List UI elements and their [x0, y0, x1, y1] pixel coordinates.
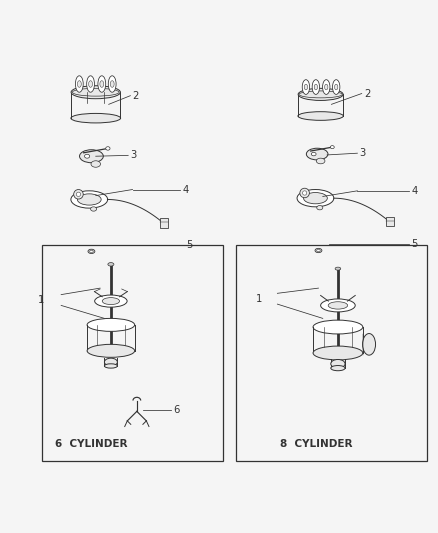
Ellipse shape	[312, 80, 320, 94]
Text: 6  CYLINDER: 6 CYLINDER	[55, 439, 127, 449]
Ellipse shape	[78, 194, 101, 205]
Ellipse shape	[325, 84, 328, 90]
Ellipse shape	[75, 76, 83, 92]
Ellipse shape	[71, 191, 108, 208]
Text: 6: 6	[173, 405, 180, 415]
Ellipse shape	[95, 295, 127, 307]
Ellipse shape	[104, 358, 117, 366]
Ellipse shape	[91, 161, 100, 167]
Ellipse shape	[104, 364, 117, 368]
Text: 1: 1	[38, 295, 44, 305]
Ellipse shape	[304, 192, 327, 204]
Ellipse shape	[316, 158, 325, 164]
Ellipse shape	[87, 344, 134, 357]
Ellipse shape	[74, 190, 83, 199]
Ellipse shape	[314, 84, 318, 90]
Ellipse shape	[78, 80, 81, 87]
Text: 3: 3	[360, 148, 366, 158]
Ellipse shape	[317, 206, 323, 210]
Ellipse shape	[313, 346, 363, 360]
Ellipse shape	[311, 152, 316, 156]
Ellipse shape	[303, 191, 307, 195]
Ellipse shape	[90, 251, 93, 253]
Ellipse shape	[306, 148, 328, 160]
Ellipse shape	[297, 190, 334, 207]
Ellipse shape	[315, 248, 322, 253]
Ellipse shape	[106, 147, 110, 150]
Ellipse shape	[332, 80, 340, 94]
Ellipse shape	[102, 297, 120, 304]
Ellipse shape	[331, 359, 345, 368]
Ellipse shape	[98, 76, 106, 92]
Ellipse shape	[317, 249, 320, 252]
Text: 4: 4	[411, 186, 418, 196]
Ellipse shape	[85, 154, 90, 158]
Ellipse shape	[108, 76, 116, 92]
Ellipse shape	[321, 299, 355, 312]
Ellipse shape	[87, 76, 95, 92]
Ellipse shape	[110, 80, 114, 87]
Bar	[236, 245, 427, 461]
Ellipse shape	[331, 366, 345, 371]
Ellipse shape	[108, 263, 114, 266]
Ellipse shape	[71, 114, 120, 123]
Ellipse shape	[87, 318, 134, 332]
Ellipse shape	[298, 88, 343, 100]
Ellipse shape	[100, 80, 104, 87]
Ellipse shape	[300, 188, 309, 198]
Ellipse shape	[76, 192, 81, 197]
Ellipse shape	[80, 150, 103, 163]
Text: 8  CYLINDER: 8 CYLINDER	[279, 439, 352, 449]
Bar	[386, 217, 394, 227]
Text: 1: 1	[256, 294, 262, 304]
Ellipse shape	[304, 84, 307, 90]
Ellipse shape	[298, 112, 343, 120]
Text: 2: 2	[364, 88, 370, 99]
Ellipse shape	[335, 267, 341, 270]
Ellipse shape	[88, 80, 92, 87]
Ellipse shape	[313, 320, 363, 334]
Text: 4: 4	[182, 184, 188, 195]
Ellipse shape	[363, 334, 375, 355]
Ellipse shape	[71, 86, 120, 99]
Ellipse shape	[302, 80, 310, 94]
Ellipse shape	[91, 207, 97, 211]
Text: 3: 3	[131, 150, 137, 160]
Bar	[160, 218, 168, 228]
Text: 5: 5	[411, 239, 418, 249]
Ellipse shape	[322, 80, 330, 94]
Ellipse shape	[335, 84, 338, 90]
Text: 5: 5	[187, 240, 193, 250]
Ellipse shape	[330, 146, 334, 149]
Ellipse shape	[88, 249, 95, 254]
Text: 2: 2	[133, 91, 139, 101]
Ellipse shape	[328, 302, 348, 309]
Bar	[42, 245, 223, 461]
